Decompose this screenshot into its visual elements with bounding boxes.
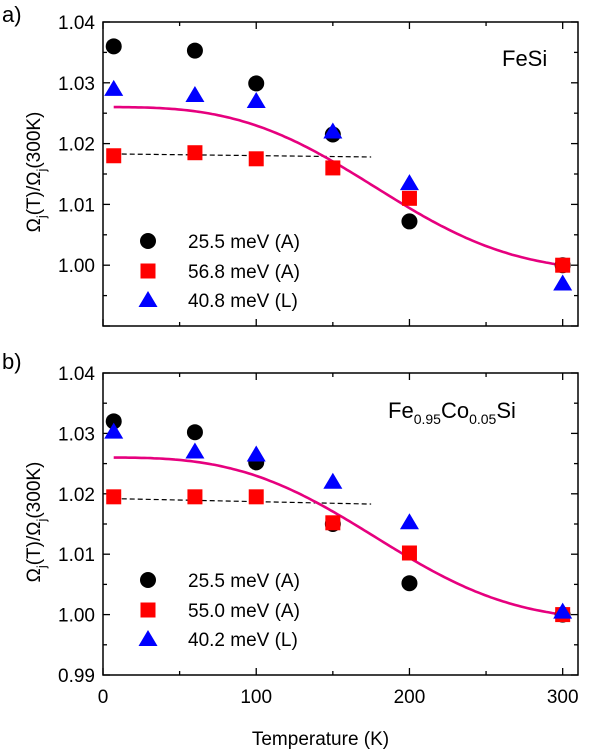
x-tick-label: 100 xyxy=(240,687,272,708)
data-point-square xyxy=(555,257,571,273)
data-point-square xyxy=(325,515,341,531)
series-square xyxy=(106,145,571,273)
data-point-triangle xyxy=(185,442,205,459)
data-point-square xyxy=(187,145,203,161)
legend-label: 40.8 meV (L) xyxy=(188,291,298,312)
data-point-triangle xyxy=(246,445,266,462)
data-point-square xyxy=(248,489,264,505)
legend-label: 56.8 meV (A) xyxy=(188,262,300,283)
material-label: Fe0.95Co0.05Si xyxy=(388,398,516,427)
y-tick-label: 1.04 xyxy=(58,13,95,34)
legend-label: 40.2 meV (L) xyxy=(188,630,298,651)
y-axis-title: Ωj(T)/Ωj(300K) xyxy=(24,112,49,233)
data-point-circle xyxy=(186,42,203,59)
data-point-square xyxy=(401,190,417,206)
data-point-square xyxy=(187,489,203,505)
y-tick-label: 1.00 xyxy=(58,606,95,627)
series-square xyxy=(106,489,571,623)
chart-panel-a: 1.00 1.01 1.02 1.03 1.04 a) FeSi Ωj(T)/Ωj(300K)… xyxy=(2,2,579,327)
y-tick-label: 1.01 xyxy=(58,545,95,566)
data-point-square xyxy=(248,151,264,167)
data-point-triangle xyxy=(553,602,573,619)
y-tick-label: 0.99 xyxy=(58,666,95,687)
data-point-square xyxy=(106,489,122,505)
data-point-triangle xyxy=(323,472,343,489)
y-tick-label: 1.04 xyxy=(58,364,95,385)
y-axis-title: Ωj(T)/Ωj(300K) xyxy=(24,462,49,583)
x-tick-label: 0 xyxy=(98,687,109,708)
dashed-trend-line xyxy=(113,498,372,505)
legend-marker-square xyxy=(140,263,156,279)
data-point-circle xyxy=(105,413,122,430)
y-tick-label: 1.00 xyxy=(58,256,95,277)
data-point-circle xyxy=(186,424,203,441)
data-point-square xyxy=(106,148,122,164)
x-axis-title: Temperature (K) xyxy=(252,729,389,750)
legend-marker-square xyxy=(140,602,156,618)
data-point-triangle xyxy=(323,122,343,139)
data-point-triangle xyxy=(399,513,419,530)
data-point-square xyxy=(401,545,417,561)
y-tick-label: 1.02 xyxy=(58,135,95,156)
data-point-triangle xyxy=(246,92,266,109)
dashed-trend-line xyxy=(113,153,372,158)
legend-marker-triangle xyxy=(138,630,158,646)
y-tick-label: 1.02 xyxy=(58,485,95,506)
series-triangle xyxy=(104,79,573,291)
y-tick-label: 1.03 xyxy=(58,424,95,445)
data-point-circle xyxy=(248,75,265,92)
legend-label: 55.0 meV (A) xyxy=(188,601,300,622)
series-circle xyxy=(105,38,571,274)
material-label: FeSi xyxy=(502,46,547,71)
legend-label: 25.5 meV (A) xyxy=(188,571,300,592)
y-tick-label: 1.01 xyxy=(58,195,95,216)
legend-marker-circle xyxy=(140,233,156,249)
fit-curve xyxy=(113,456,571,617)
chart-panel-b: 0.99 1.00 1.01 1.02 1.03 1.04 0 100 200 300 Temper… xyxy=(2,349,579,750)
data-point-circle xyxy=(401,213,418,230)
data-point-triangle xyxy=(399,174,419,191)
data-point-triangle xyxy=(553,274,573,291)
data-point-circle xyxy=(401,575,418,592)
x-tick-label: 300 xyxy=(547,687,579,708)
legend-label: 25.5 meV (A) xyxy=(188,232,300,253)
legend-marker-triangle xyxy=(138,291,158,307)
panel-label: b) xyxy=(2,349,22,374)
series-triangle xyxy=(104,422,573,619)
x-tick-label: 200 xyxy=(394,687,426,708)
legend-marker-circle xyxy=(140,572,156,588)
panel-label: a) xyxy=(2,2,22,27)
data-point-triangle xyxy=(104,79,124,96)
data-point-triangle xyxy=(104,422,124,439)
data-point-circle xyxy=(105,38,122,55)
data-point-triangle xyxy=(185,85,205,102)
fit-curve xyxy=(113,105,571,268)
y-tick-label: 1.03 xyxy=(58,74,95,95)
data-point-square xyxy=(325,160,341,176)
